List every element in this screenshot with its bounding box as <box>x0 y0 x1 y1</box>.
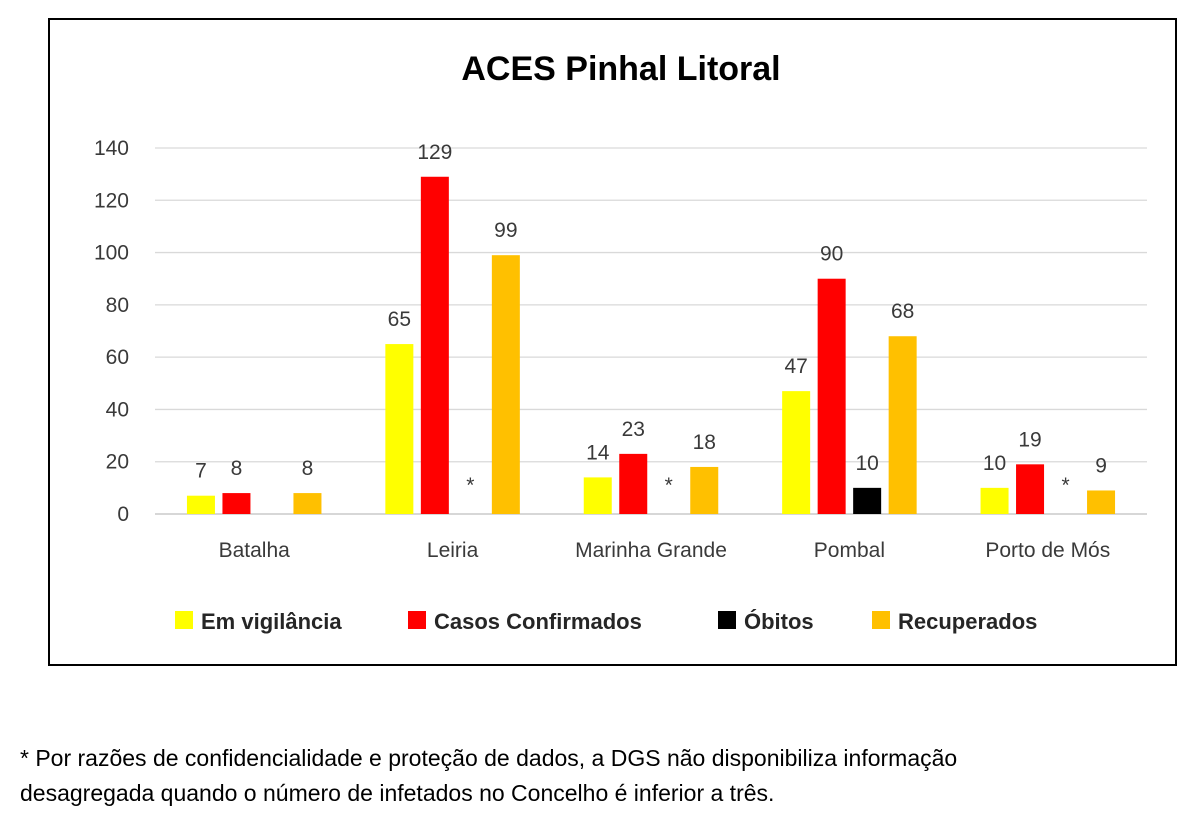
suppressed-marker: * <box>1061 474 1069 497</box>
y-tick-label: 20 <box>106 451 129 474</box>
x-category-label: Porto de Mós <box>985 539 1110 562</box>
legend-label: Óbitos <box>744 609 814 634</box>
bar <box>293 493 322 514</box>
y-tick-label: 40 <box>106 398 129 421</box>
data-label: 9 <box>1095 454 1107 477</box>
chart-frame <box>48 18 1177 666</box>
legend-swatch <box>872 611 890 629</box>
legend-label: Em vigilância <box>201 609 342 634</box>
x-category-label: Leiria <box>427 539 479 562</box>
x-category-label: Batalha <box>219 539 291 562</box>
data-label: 14 <box>586 441 610 464</box>
bar <box>186 495 215 514</box>
bar <box>853 487 882 514</box>
data-label: 129 <box>417 141 452 164</box>
data-label: 19 <box>1018 428 1041 451</box>
y-tick-label: 140 <box>94 137 129 160</box>
suppressed-marker: * <box>466 474 474 497</box>
footnote-line-1: * Por razões de confidencialidade e prot… <box>20 745 958 771</box>
data-label: 18 <box>693 431 716 454</box>
bar-chart: ACES Pinhal Litoral 0 20 40 60 80 100 120 140 7… <box>94 50 1147 634</box>
x-category-label: Pombal <box>814 539 885 562</box>
y-tick-label: 80 <box>106 294 129 317</box>
bar <box>1016 464 1045 514</box>
bar <box>385 344 414 514</box>
bar <box>619 453 648 514</box>
data-label: 99 <box>494 219 517 242</box>
data-label: 68 <box>891 300 914 323</box>
x-axis-categories: Batalha Leiria Marinha Grande Pombal Porto d… <box>219 539 1111 562</box>
bar <box>491 255 520 514</box>
legend-swatch <box>408 611 426 629</box>
data-label: 47 <box>784 355 807 378</box>
bar <box>583 477 612 514</box>
bar <box>420 176 449 514</box>
data-labels: 7 8 8 65 129 * 99 14 23 * 18 47 90 10 68 10 19 * 9 <box>195 141 1107 497</box>
bar <box>1087 490 1116 514</box>
footnote: * Por razões de confidencialidade e prot… <box>20 741 1190 811</box>
y-tick-label: 60 <box>106 346 129 369</box>
legend-swatch <box>718 611 736 629</box>
y-tick-label: 0 <box>117 503 129 526</box>
bar <box>980 487 1009 514</box>
y-tick-label: 100 <box>94 242 129 265</box>
bar <box>888 336 917 514</box>
x-category-label: Marinha Grande <box>575 539 727 562</box>
bars <box>186 176 1116 514</box>
legend: Em vigilância Casos Confirmados Óbitos Recu… <box>175 609 1037 634</box>
bar <box>690 466 719 514</box>
data-label: 90 <box>820 243 843 266</box>
bar <box>222 493 251 514</box>
suppressed-marker: * <box>665 474 673 497</box>
bar <box>817 278 846 514</box>
legend-label: Casos Confirmados <box>434 609 642 634</box>
y-tick-label: 120 <box>94 189 129 212</box>
data-label: 23 <box>622 418 645 441</box>
bar <box>782 391 811 514</box>
data-label: 8 <box>231 457 243 480</box>
data-label: 10 <box>983 452 1006 475</box>
chart-title: ACES Pinhal Litoral <box>461 50 780 88</box>
data-label: 7 <box>195 460 207 483</box>
footnote-line-2: desagregada quando o número de infetados… <box>20 780 775 806</box>
legend-swatch <box>175 611 193 629</box>
data-label: 8 <box>302 457 314 480</box>
data-label: 10 <box>855 452 878 475</box>
legend-label: Recuperados <box>898 609 1037 634</box>
y-axis-ticks: 0 20 40 60 80 100 120 140 <box>94 137 129 526</box>
data-label: 65 <box>388 308 411 331</box>
